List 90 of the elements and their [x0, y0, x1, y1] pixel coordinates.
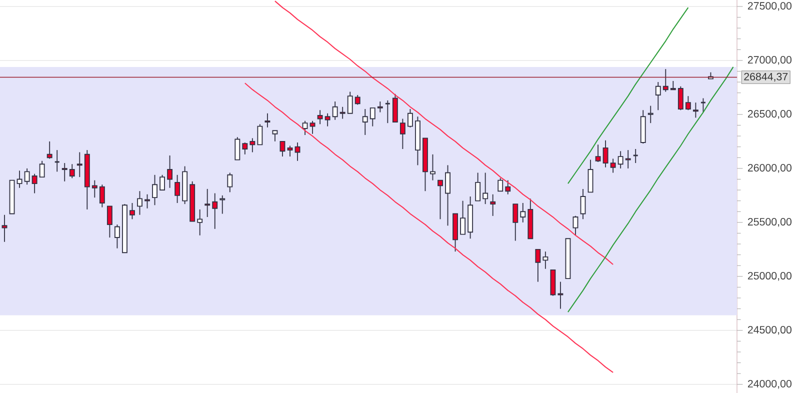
candlestick — [535, 248, 541, 282]
candlestick — [76, 152, 82, 178]
y-tick-label: 26000,00 — [748, 164, 792, 173]
y-tick-label: 24000,00 — [748, 380, 792, 389]
candlestick — [250, 138, 256, 153]
y-tick-label: 27500,00 — [748, 2, 792, 11]
candlestick — [347, 91, 353, 114]
candlestick — [310, 120, 316, 134]
candlestick — [324, 112, 330, 127]
candlestick — [272, 130, 278, 142]
candlestick — [144, 194, 150, 209]
candlestick — [340, 106, 346, 120]
candlestick — [392, 93, 398, 122]
candlestick — [475, 172, 481, 202]
candlestick — [114, 224, 120, 249]
candlestick — [632, 148, 639, 164]
candlestick — [106, 206, 112, 238]
candlestick — [174, 174, 180, 204]
candlestick — [498, 178, 504, 192]
candlestick — [287, 145, 293, 158]
y-tick-label: 25000,00 — [748, 272, 792, 281]
candlestick — [280, 140, 286, 158]
candlestick — [2, 214, 8, 242]
candlestick — [602, 140, 608, 168]
candlestick — [302, 120, 308, 136]
candlestick — [625, 150, 631, 169]
candlestick — [46, 140, 52, 160]
candlestick — [137, 190, 142, 216]
candlestick — [580, 188, 586, 220]
candlestick — [234, 136, 240, 160]
candlestick — [558, 281, 564, 310]
candlestick — [16, 170, 22, 188]
candlestick — [99, 184, 105, 208]
candlestick — [62, 162, 68, 182]
candlestick — [520, 202, 526, 223]
candlestick — [39, 160, 45, 178]
candlestick — [438, 180, 443, 220]
candlestick — [610, 158, 616, 174]
candlestick — [505, 180, 511, 195]
candlestick — [572, 215, 578, 236]
candlestick — [197, 208, 203, 236]
y-tick-label: 25500,00 — [748, 218, 792, 227]
candlestick — [220, 194, 226, 214]
candlestick — [407, 108, 413, 128]
candlestick — [204, 188, 210, 218]
candlestick — [482, 172, 488, 205]
candlestick — [264, 112, 270, 128]
candlestick — [92, 180, 98, 198]
candlestick — [512, 204, 518, 242]
candlestick — [354, 94, 360, 106]
candlestick — [370, 107, 376, 127]
line-series — [244, 82, 614, 374]
candlestick — [257, 124, 263, 146]
candlestick — [212, 192, 218, 230]
candlestick — [54, 150, 60, 172]
candlestick — [445, 164, 450, 226]
candlestick — [160, 174, 165, 190]
candlestick — [130, 202, 135, 220]
candlestick — [294, 142, 300, 162]
candlestick — [24, 168, 30, 186]
candlestick — [618, 150, 624, 169]
candlestick — [685, 96, 691, 111]
candlestick — [542, 251, 548, 270]
candlestick — [648, 105, 654, 124]
ref-line-label: 26844,37 — [744, 72, 788, 82]
candlestick — [362, 108, 368, 136]
y-tick-label: 26500,00 — [748, 110, 792, 119]
candlestick — [242, 142, 248, 155]
candlestick — [227, 172, 233, 193]
candlestick — [678, 86, 684, 111]
candlestick — [69, 164, 75, 179]
candlestick — [655, 82, 661, 111]
candlestick — [460, 200, 466, 235]
y-tick-label: 24500,00 — [748, 326, 792, 335]
candlestick — [384, 100, 391, 124]
candlestick — [332, 101, 338, 120]
candlestick — [662, 68, 668, 92]
candlestick — [430, 154, 436, 181]
candlestick — [167, 155, 173, 188]
y-tick-label: 27000,00 — [748, 56, 792, 65]
candlestick — [595, 144, 601, 162]
candlestick — [317, 110, 323, 125]
candlestick — [32, 173, 38, 194]
candlestick — [152, 174, 158, 206]
candlestick — [490, 194, 496, 216]
candlestick — [692, 102, 698, 118]
candlestick — [700, 98, 706, 113]
candlestick — [588, 159, 594, 193]
candlestick — [377, 101, 383, 113]
candlestick — [400, 118, 406, 150]
